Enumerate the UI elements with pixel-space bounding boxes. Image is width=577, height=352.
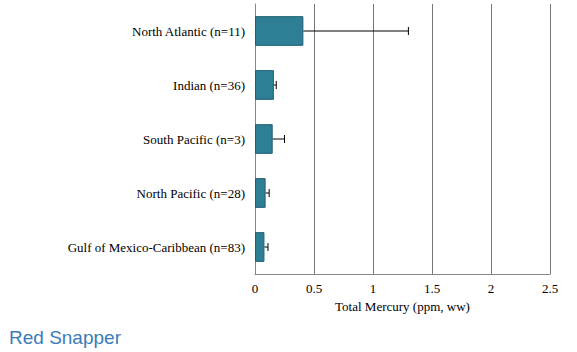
svg-text:Red Snapper: Red Snapper [9,327,122,348]
svg-text:1.5: 1.5 [424,281,440,296]
svg-text:Gulf of Mexico-Caribbean (n=83: Gulf of Mexico-Caribbean (n=83) [68,240,245,255]
svg-text:0.5: 0.5 [306,281,322,296]
svg-text:South Pacific (n=3): South Pacific (n=3) [143,132,245,147]
svg-text:Total Mercury (ppm, ww): Total Mercury (ppm, ww) [335,299,470,314]
svg-text:Indian (n=36): Indian (n=36) [173,78,245,93]
svg-text:2.5: 2.5 [542,281,558,296]
svg-text:0: 0 [252,281,259,296]
svg-text:North Atlantic (n=11): North Atlantic (n=11) [132,24,245,39]
svg-text:2: 2 [488,281,495,296]
svg-text:1: 1 [370,281,377,296]
svg-text:North Pacific (n=28): North Pacific (n=28) [137,186,245,201]
